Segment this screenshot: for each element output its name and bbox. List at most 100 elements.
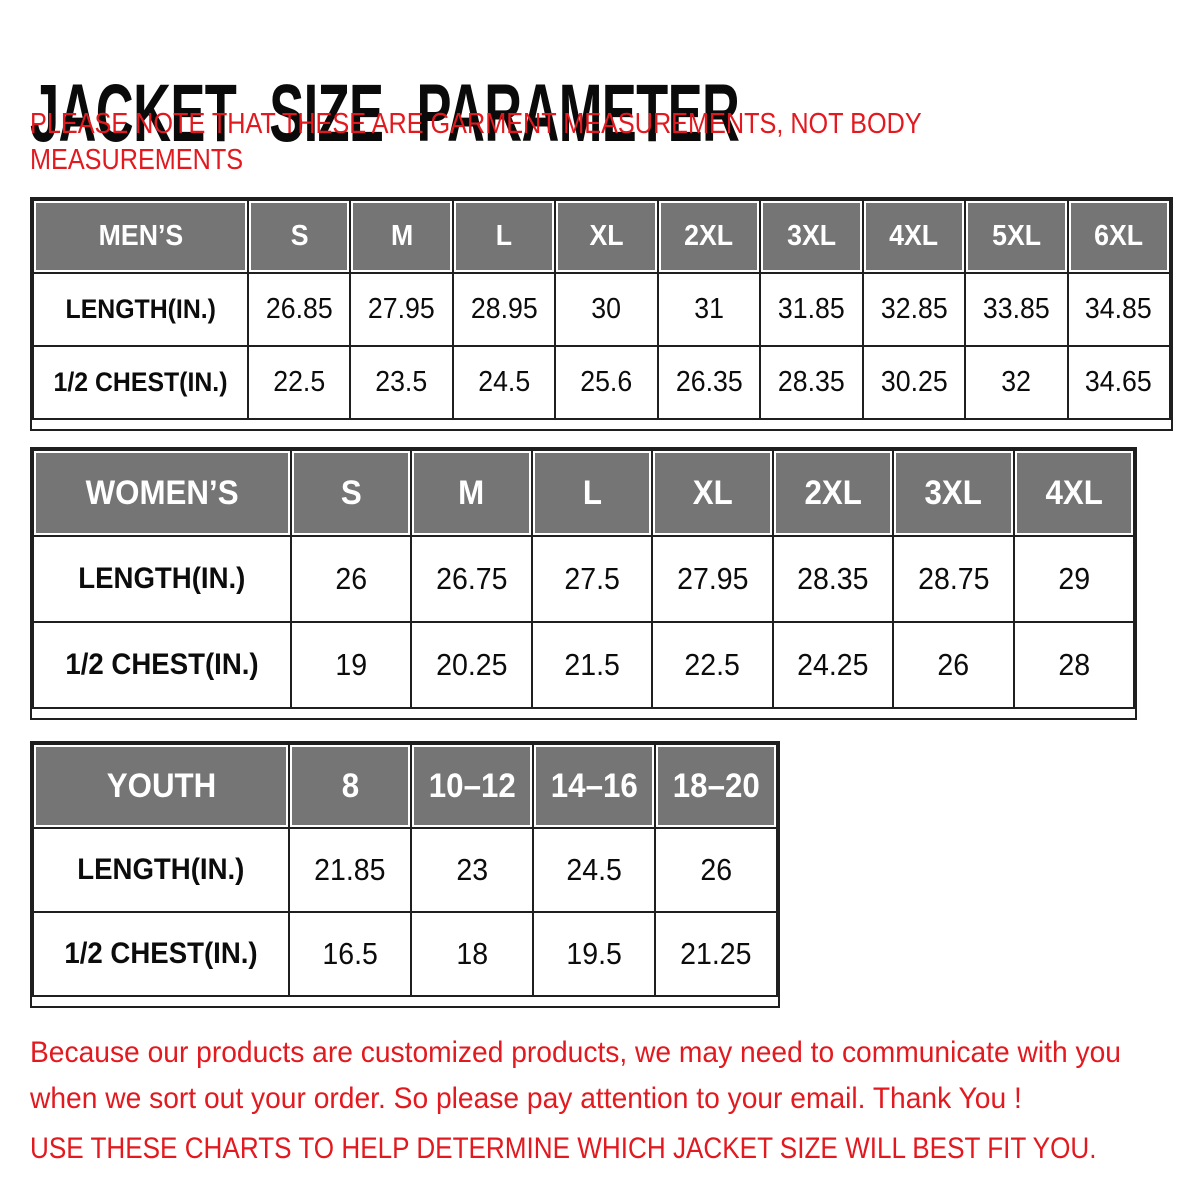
- size-header-cell-text: L: [582, 473, 602, 512]
- measurement-value-cell: 26.35: [656, 345, 762, 420]
- measurement-value-cell: 32.85: [861, 272, 967, 347]
- row-label-cell-text: LENGTH(IN.): [65, 294, 216, 324]
- measurement-value-cell: 34.85: [1066, 272, 1171, 347]
- measurement-value-cell-text: 19: [335, 647, 368, 682]
- size-header-cell-text: 4XL: [889, 220, 939, 252]
- size-header-cell-text: XL: [589, 220, 624, 252]
- measurement-value-cell: 26: [289, 535, 413, 623]
- measurement-value-cell-text: 24.5: [478, 366, 531, 398]
- size-header-cell: XL: [651, 449, 774, 537]
- measurement-value-cell-text: 26.75: [435, 561, 508, 596]
- measurement-value-cell-text: 31.85: [778, 293, 845, 325]
- measurement-row: 1/2 CHEST(IN.) 16.5 18 19.5 21.25: [32, 911, 778, 997]
- size-header-cell: M: [349, 199, 454, 274]
- measurement-value-cell: 34.65: [1066, 345, 1171, 420]
- row-label-cell-text: LENGTH(IN.): [78, 562, 246, 595]
- womens-size-table-section: WOMEN’S S M L XL 2XL 3XL 4XL LENGTH(IN.) 26 26.75 2…: [30, 447, 1137, 720]
- measurement-value-cell: 26.75: [410, 535, 533, 623]
- row-label-cell-text: LENGTH(IN.): [77, 853, 245, 886]
- measurement-value-cell: 30: [554, 272, 659, 347]
- measurement-value-cell: 20.25: [410, 621, 533, 709]
- size-header-cell-text: XL: [692, 473, 733, 512]
- row-label-cell: 1/2 CHEST(IN.): [32, 911, 290, 997]
- customization-notice: Because our products are customized prod…: [30, 1030, 1191, 1122]
- measurement-value-cell-text: 24.5: [566, 852, 622, 887]
- measurement-value-cell-text: 21.85: [314, 852, 386, 887]
- measurement-value-cell-text: 28.75: [917, 561, 990, 596]
- size-header-cell: 5XL: [964, 199, 1069, 274]
- measurement-value-cell: 33.85: [964, 272, 1069, 347]
- measurement-value-cell: 25.6: [554, 345, 659, 420]
- note-line-2: MEASUREMENTS: [30, 144, 244, 176]
- measurement-value-cell-text: 33.85: [982, 293, 1050, 325]
- measurement-row: LENGTH(IN.) 26.85 27.95 28.95 30 31 31.85 32.85…: [32, 272, 1171, 347]
- table-title-cell: WOMEN’S: [32, 449, 292, 537]
- size-header-cell-text: 2XL: [804, 473, 862, 512]
- measurement-value-cell: 32: [964, 345, 1069, 420]
- measurement-value-cell: 29: [1012, 535, 1136, 623]
- measurement-value-cell: 22.5: [246, 345, 352, 420]
- size-header-cell-text: S: [340, 473, 362, 512]
- table-title-cell-text: MEN’S: [98, 220, 183, 252]
- size-header-cell: M: [410, 449, 533, 537]
- measurement-value-cell-text: 27.95: [676, 561, 749, 596]
- row-label-cell-text: 1/2 CHEST(IN.): [64, 937, 258, 970]
- measurement-value-cell: 27.5: [530, 535, 654, 623]
- measurement-row: LENGTH(IN.) 21.85 23 24.5 26: [32, 827, 778, 913]
- size-header-row: WOMEN’S S M L XL 2XL 3XL 4XL: [32, 449, 1136, 537]
- mens-size-table-section: MEN’S S M L XL 2XL 3XL 4XL 5XL 6XL LENGTH(IN.) 26.8…: [30, 197, 1173, 431]
- measurement-row: 1/2 CHEST(IN.) 19 20.25 21.5 22.5 24.25 26 28: [32, 621, 1136, 709]
- measurement-value-cell-text: 28.35: [778, 366, 845, 398]
- row-label-cell: 1/2 CHEST(IN.): [32, 621, 292, 709]
- measurement-value-cell: 23: [410, 827, 534, 913]
- row-label-cell: LENGTH(IN.): [32, 535, 292, 623]
- size-header-cell-text: 18–20: [672, 766, 760, 805]
- measurement-value-cell-text: 34.65: [1085, 366, 1153, 398]
- measurement-value-cell: 28.35: [771, 535, 895, 623]
- table-title-cell-text: YOUTH: [106, 766, 216, 805]
- size-header-cell: 3XL: [892, 449, 1015, 537]
- measurement-value-cell-text: 31: [694, 293, 724, 325]
- garment-measurement-note: PLEASE NOTE THAT THESE ARE GARMENT MEASU…: [30, 106, 1055, 178]
- measurement-value-cell: 31.85: [759, 272, 864, 347]
- row-label-cell: LENGTH(IN.): [32, 272, 249, 347]
- size-header-cell-text: 6XL: [1094, 220, 1144, 252]
- size-header-cell-text: S: [290, 220, 309, 252]
- measurement-value-cell-text: 26: [937, 647, 970, 682]
- measurement-value-cell-text: 27.95: [368, 293, 436, 325]
- size-header-cell: 18–20: [654, 743, 778, 829]
- size-header-cell-text: 4XL: [1045, 473, 1103, 512]
- measurement-value-cell-text: 26: [700, 852, 732, 887]
- size-header-cell: 10–12: [410, 743, 534, 829]
- size-header-cell: 14–16: [532, 743, 656, 829]
- table-title-cell: YOUTH: [32, 743, 290, 829]
- measurement-value-cell-text: 26.85: [265, 293, 333, 325]
- measurement-value-cell-text: 26: [335, 561, 368, 596]
- measurement-value-cell-text: 28.95: [470, 293, 538, 325]
- measurement-value-cell: 27.95: [349, 272, 454, 347]
- measurement-value-cell-text: 32: [1001, 366, 1032, 398]
- measurement-value-cell-text: 28.35: [797, 561, 869, 596]
- measurement-value-cell: 28.95: [451, 272, 557, 347]
- measurement-value-cell: 30.25: [861, 345, 967, 420]
- size-header-cell: S: [246, 199, 352, 274]
- measurement-value-cell: 26: [654, 827, 778, 913]
- measurement-value-cell: 23.5: [349, 345, 454, 420]
- measurement-value-cell: 28: [1012, 621, 1136, 709]
- measurement-value-cell: 26.85: [246, 272, 352, 347]
- measurement-value-cell-text: 25.6: [580, 366, 633, 398]
- measurement-value-cell-text: 23.5: [375, 366, 428, 398]
- measurement-value-cell: 24.5: [451, 345, 557, 420]
- size-header-cell-text: M: [390, 220, 413, 252]
- measurement-value-cell: 22.5: [651, 621, 774, 709]
- size-header-cell: L: [451, 199, 557, 274]
- customization-notice-line-1: Because our products are customized prod…: [30, 1036, 1121, 1069]
- size-header-cell-text: 2XL: [684, 220, 734, 252]
- measurement-value-cell: 16.5: [288, 911, 412, 997]
- measurement-value-cell-text: 19.5: [566, 936, 622, 971]
- measurement-value-cell: 31: [656, 272, 762, 347]
- measurement-value-cell: 21.85: [288, 827, 412, 913]
- measurement-value-cell: 28.75: [892, 535, 1015, 623]
- size-header-row: YOUTH 8 10–12 14–16 18–20: [32, 743, 778, 829]
- size-header-cell: 2XL: [656, 199, 762, 274]
